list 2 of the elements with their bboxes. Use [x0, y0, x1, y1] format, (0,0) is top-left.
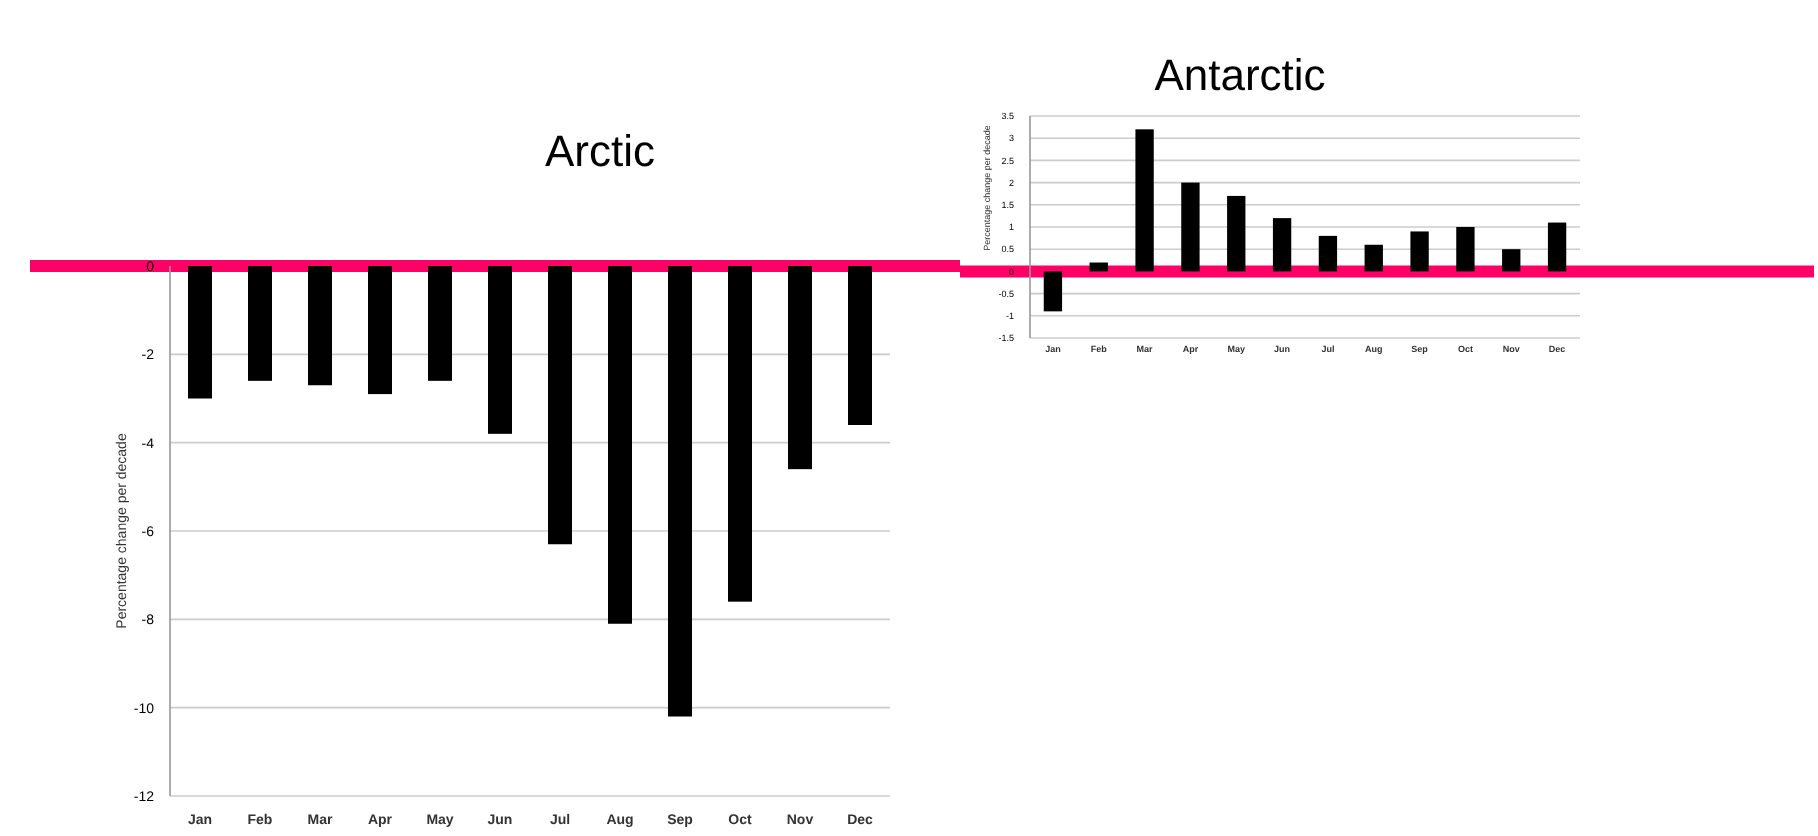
chart-title: Arctic — [545, 126, 655, 176]
chart-title: Antarctic — [1154, 50, 1326, 100]
